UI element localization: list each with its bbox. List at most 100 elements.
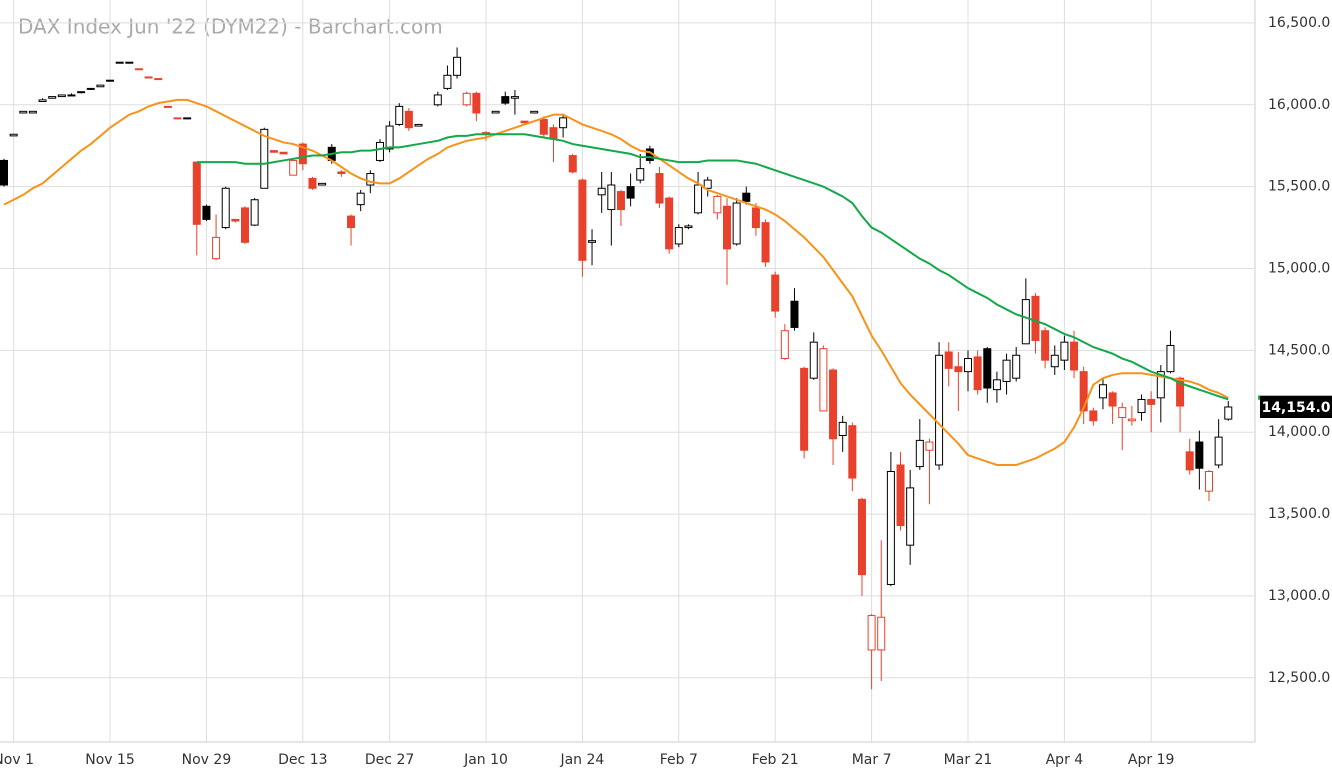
candle-body	[183, 117, 192, 120]
candle-body	[279, 151, 288, 155]
candle-body	[636, 168, 645, 181]
y-tick-label: 15,000.0	[1268, 260, 1330, 276]
candle-body	[1224, 406, 1233, 420]
candle-body	[96, 84, 105, 88]
candle-body	[453, 56, 462, 76]
candle-body	[1041, 330, 1050, 361]
candle-body	[829, 369, 838, 440]
y-tick-label: 16,500.0	[1268, 15, 1330, 31]
candle-body	[1002, 359, 1011, 382]
candle-body	[443, 74, 452, 89]
candle-body	[0, 159, 8, 186]
candle-body	[877, 616, 886, 651]
candle-body	[616, 191, 625, 211]
candle-body	[906, 487, 915, 546]
candle-body	[1127, 418, 1136, 422]
x-tick-label: Jan 10	[463, 752, 508, 768]
candle-body	[559, 117, 568, 129]
candle-body	[1176, 377, 1185, 407]
candle-body	[115, 61, 124, 64]
x-tick-label: Nov 29	[182, 752, 232, 768]
candle-body	[163, 105, 172, 108]
candle-body	[308, 177, 317, 189]
x-tick-label: Nov 15	[85, 752, 135, 768]
candle-body	[106, 79, 115, 82]
candle-body	[819, 348, 828, 412]
candle-body	[433, 94, 442, 106]
candle-body	[366, 173, 375, 186]
candle-body	[1089, 410, 1098, 422]
y-tick-label: 14,000.0	[1268, 424, 1330, 440]
candle-body	[1195, 441, 1204, 469]
candle-body	[19, 110, 28, 114]
candle-body	[771, 274, 780, 312]
candle-body	[867, 615, 876, 651]
candle-body	[86, 87, 95, 90]
candle-body	[77, 91, 86, 94]
candle-body	[491, 110, 500, 114]
candle-body	[1166, 344, 1175, 373]
y-tick-label: 16,000.0	[1268, 97, 1330, 113]
candle-body	[289, 159, 298, 176]
candle-body	[385, 125, 394, 150]
candle-body	[713, 195, 722, 214]
candle-body	[472, 92, 481, 114]
candle-body	[221, 187, 230, 229]
candle-body	[1214, 436, 1223, 466]
candle-body	[809, 341, 818, 379]
candle-body	[1070, 341, 1079, 371]
candle-body	[1079, 371, 1088, 412]
candle-body	[992, 379, 1001, 391]
candle-body	[134, 68, 143, 71]
candle-body	[501, 96, 510, 104]
candle-body	[761, 222, 770, 263]
candle-body	[549, 127, 558, 140]
candle-body	[154, 78, 163, 81]
x-tick-label: Nov 1	[0, 752, 34, 768]
candle-body	[241, 207, 249, 243]
candle-body	[414, 123, 423, 127]
candle-body	[597, 187, 606, 196]
candle-body	[520, 120, 529, 124]
candle-body	[626, 186, 635, 199]
candle-body	[751, 207, 760, 229]
candle-body	[202, 205, 211, 220]
candle-body	[318, 182, 327, 186]
y-tick-label: 13,000.0	[1268, 588, 1330, 604]
candle-body	[1205, 471, 1213, 492]
moving-average-line	[3, 98, 1229, 466]
candle-body	[983, 348, 992, 389]
candle-body	[800, 367, 809, 451]
y-tick-label: 13,500.0	[1268, 506, 1330, 522]
candle-body	[607, 184, 616, 211]
candle-body	[1012, 354, 1021, 379]
candle-body	[173, 117, 182, 120]
candle-body	[28, 110, 37, 114]
y-tick-label: 15,500.0	[1268, 179, 1330, 195]
candle-body	[1137, 398, 1146, 414]
candle-body	[1031, 295, 1040, 342]
candle-body	[588, 240, 597, 243]
candle-body	[1060, 341, 1069, 361]
candle-body	[780, 330, 789, 360]
candle-body	[925, 441, 934, 451]
moving-average-line	[196, 133, 1229, 401]
candle-body	[1108, 392, 1117, 407]
candle-body	[703, 179, 712, 189]
chart-title: DAX Index Jun '22 (DYM22) - Barchart.com	[18, 15, 443, 39]
candle-body	[665, 197, 674, 250]
x-tick-label: Dec 27	[365, 752, 414, 768]
candle-body	[125, 61, 134, 64]
x-tick-label: Dec 13	[278, 752, 327, 768]
x-tick-label: Jan 24	[559, 752, 604, 768]
candle-body	[462, 92, 471, 106]
candle-body	[723, 205, 731, 250]
x-tick-label: Feb 21	[752, 752, 799, 768]
candle-body	[298, 143, 307, 165]
last-price-label: 14,154.0	[1261, 400, 1330, 416]
candle-body	[231, 218, 240, 222]
candle-body	[57, 94, 66, 98]
candle-body	[732, 202, 741, 245]
